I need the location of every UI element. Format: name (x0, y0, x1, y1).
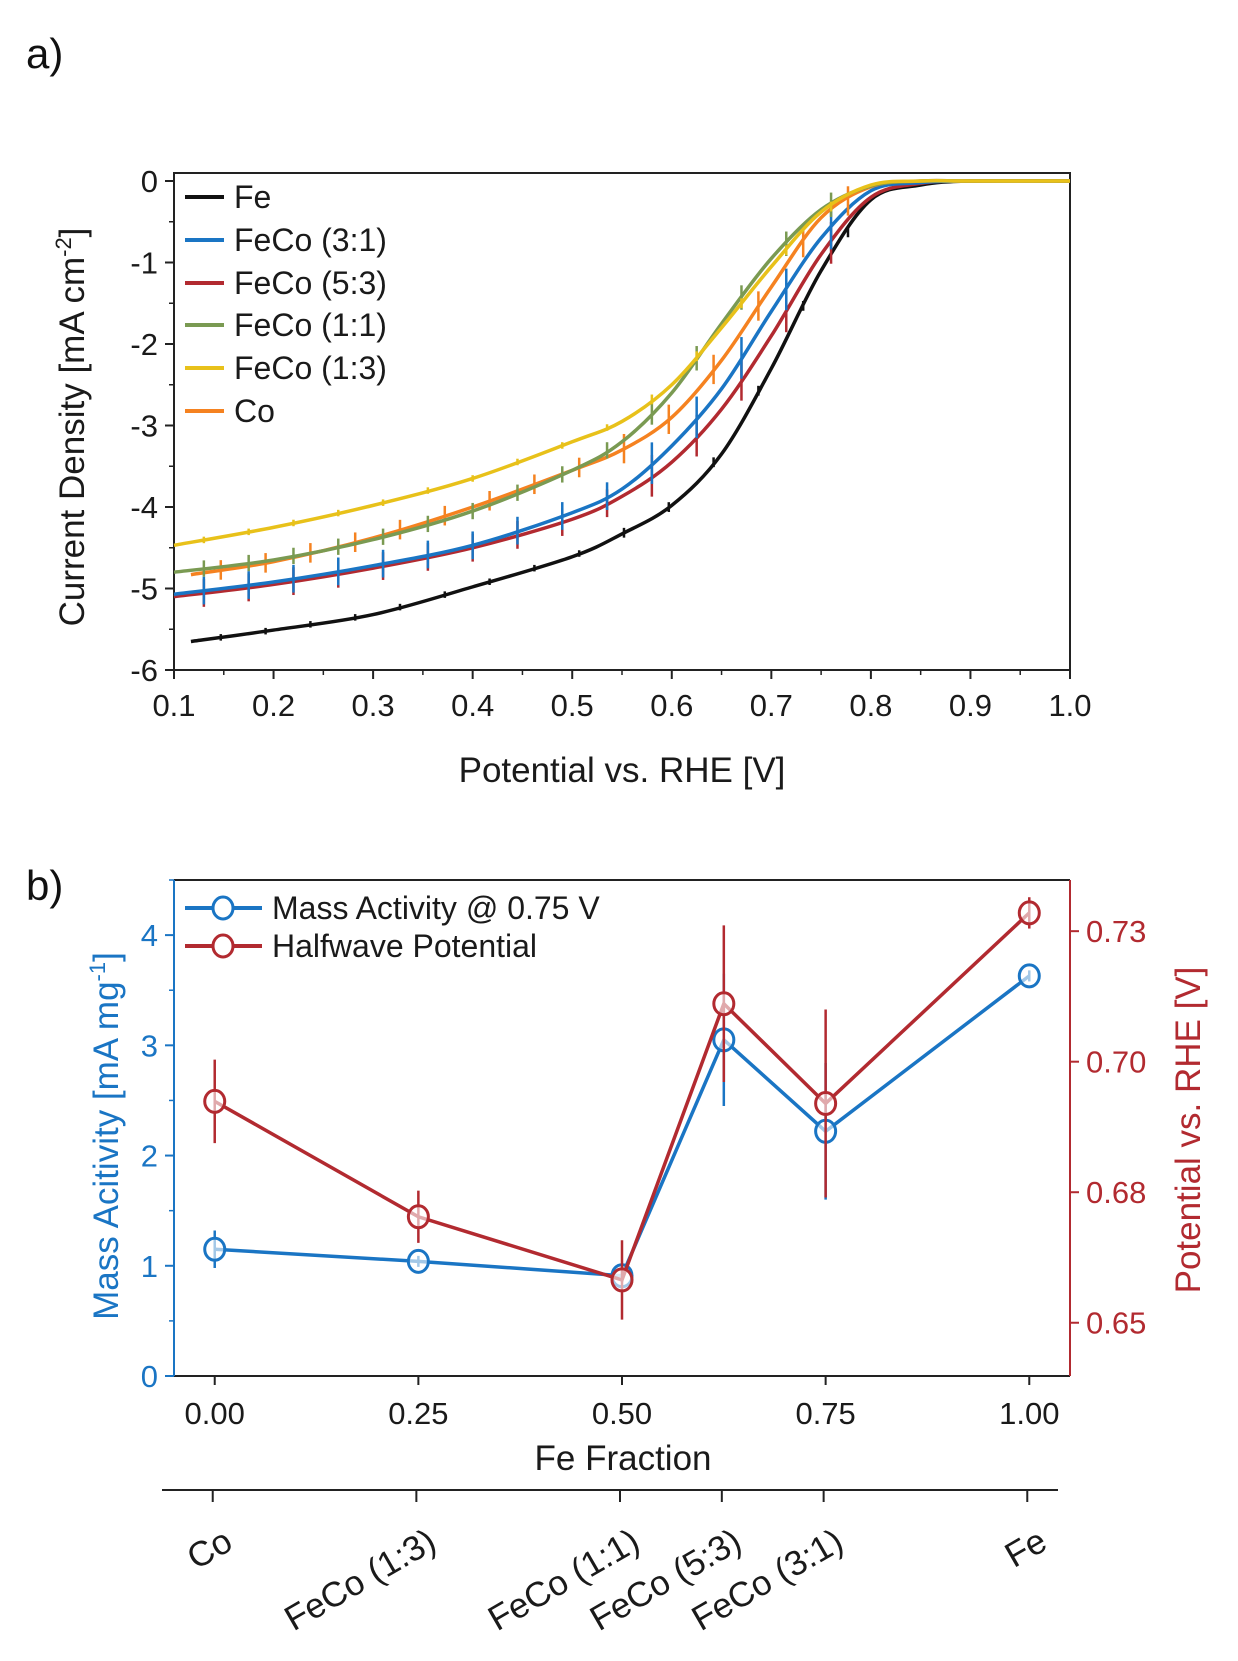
plot-a-current-density: 0.1 0.2 0.3 0.4 0.5 0.6 0.7 0.8 0.9 1.0 0 -1 -2 -3 -4 -… (130, 164, 1091, 723)
series-line-mass-activity (214, 974, 1031, 1278)
x-tick-label: 0.8 (849, 688, 892, 723)
y-right-tick-label: 0.68 (1086, 1175, 1146, 1210)
data-point-halfwave-potential (203, 1088, 227, 1114)
series-line-feco-5-3- (173, 179, 1071, 599)
plot-a-ylabel: Current Density [mA cm-2] (51, 228, 92, 627)
y-tick-label: -3 (130, 409, 158, 444)
plot-b-mass-activity: 0.00 0.25 0.50 0.75 1.00 0 1 2 3 4 0.65 0.68 0.70 0.7… (141, 879, 1146, 1639)
x-tick-label: 0.25 (388, 1396, 448, 1431)
series-line-halfwave-potential (213, 911, 1031, 1283)
plot-a-xlabel: Potential vs. RHE [V] (459, 751, 786, 790)
data-point-halfwave-potential (406, 1204, 430, 1230)
data-point-halfwave-potential (610, 1267, 634, 1293)
secondary-axis-label: Fe (998, 1521, 1053, 1575)
y-tick-label: -2 (130, 327, 158, 362)
x-tick-label: 0.2 (252, 688, 295, 723)
legend-label: Halfwave Potential (272, 928, 537, 964)
x-tick-label: 0.9 (949, 688, 992, 723)
y-right-tick-label: 0.65 (1086, 1306, 1146, 1341)
data-point-mass-activity (1017, 963, 1041, 989)
y-tick-label: -5 (130, 572, 158, 607)
y-left-tick-label: 0 (141, 1359, 158, 1394)
x-tick-label: 0.6 (650, 688, 693, 723)
secondary-axis-label: FeCo (1:3) (278, 1521, 442, 1638)
plot-b-ylabel-left-main: Mass Acitivity [mA mg (87, 981, 126, 1319)
legend-label: FeCo (3:1) (234, 222, 387, 258)
data-point-halfwave-potential (814, 1090, 838, 1116)
legend-label: FeCo (1:1) (234, 307, 387, 343)
legend-label: Fe (234, 179, 271, 215)
legend-label: Mass Activity @ 0.75 V (272, 890, 600, 926)
data-point-halfwave-potential (1017, 900, 1041, 926)
y-tick-label: -1 (130, 246, 158, 281)
data-point-halfwave-potential (712, 991, 736, 1017)
y-right-tick-label: 0.73 (1086, 914, 1146, 949)
panel-b-label: b) (26, 862, 63, 909)
x-tick-label: 0.4 (451, 688, 494, 723)
secondary-axis-label: Co (180, 1521, 238, 1577)
plot-b-ylabel-left-sup: -1 (85, 962, 110, 982)
x-tick-label: 0.75 (795, 1396, 855, 1431)
x-tick-label: 0.7 (750, 688, 793, 723)
panel-a-label: a) (26, 30, 63, 77)
x-tick-label: 0.50 (592, 1396, 652, 1431)
data-point-mass-activity (406, 1248, 430, 1274)
x-tick-label: 1.0 (1048, 688, 1091, 723)
plot-a-ylabel-sup: -2 (51, 237, 76, 257)
y-right-tick-label: 0.70 (1086, 1045, 1146, 1080)
series-line-feco-1-3- (173, 178, 1070, 548)
plot-b-ylabel-left-end: ] (87, 952, 126, 962)
x-tick-label: 1.00 (999, 1396, 1059, 1431)
plot-b-ylabel-left: Mass Acitivity [mA mg-1] (85, 952, 126, 1320)
plot-b-xlabel: Fe Fraction (535, 1439, 712, 1478)
y-tick-label: 0 (141, 164, 158, 199)
series-line-feco-3-1- (173, 179, 1071, 596)
y-tick-label: -4 (130, 490, 158, 525)
y-left-tick-label: 2 (141, 1139, 158, 1174)
x-tick-label: 0.3 (352, 688, 395, 723)
legend-marker (211, 895, 235, 921)
plot-a-ylabel-end: ] (53, 228, 92, 238)
legend-label: FeCo (1:3) (234, 350, 387, 386)
plot-a-ylabel-main: Current Density [mA cm (53, 257, 92, 627)
x-tick-label: 0.00 (185, 1396, 245, 1431)
x-tick-label: 0.1 (152, 688, 195, 723)
x-tick-label: 0.5 (551, 688, 594, 723)
data-point-mass-activity (203, 1236, 227, 1262)
y-left-tick-label: 1 (141, 1249, 158, 1284)
legend-label: FeCo (5:3) (234, 265, 387, 301)
plot-b-ylabel-right: Potential vs. RHE [V] (1169, 967, 1208, 1294)
legend-label: Co (234, 393, 275, 429)
y-left-tick-label: 4 (141, 918, 158, 953)
y-left-tick-label: 3 (141, 1028, 158, 1063)
legend-marker (211, 933, 235, 959)
y-tick-label: -6 (130, 653, 158, 688)
